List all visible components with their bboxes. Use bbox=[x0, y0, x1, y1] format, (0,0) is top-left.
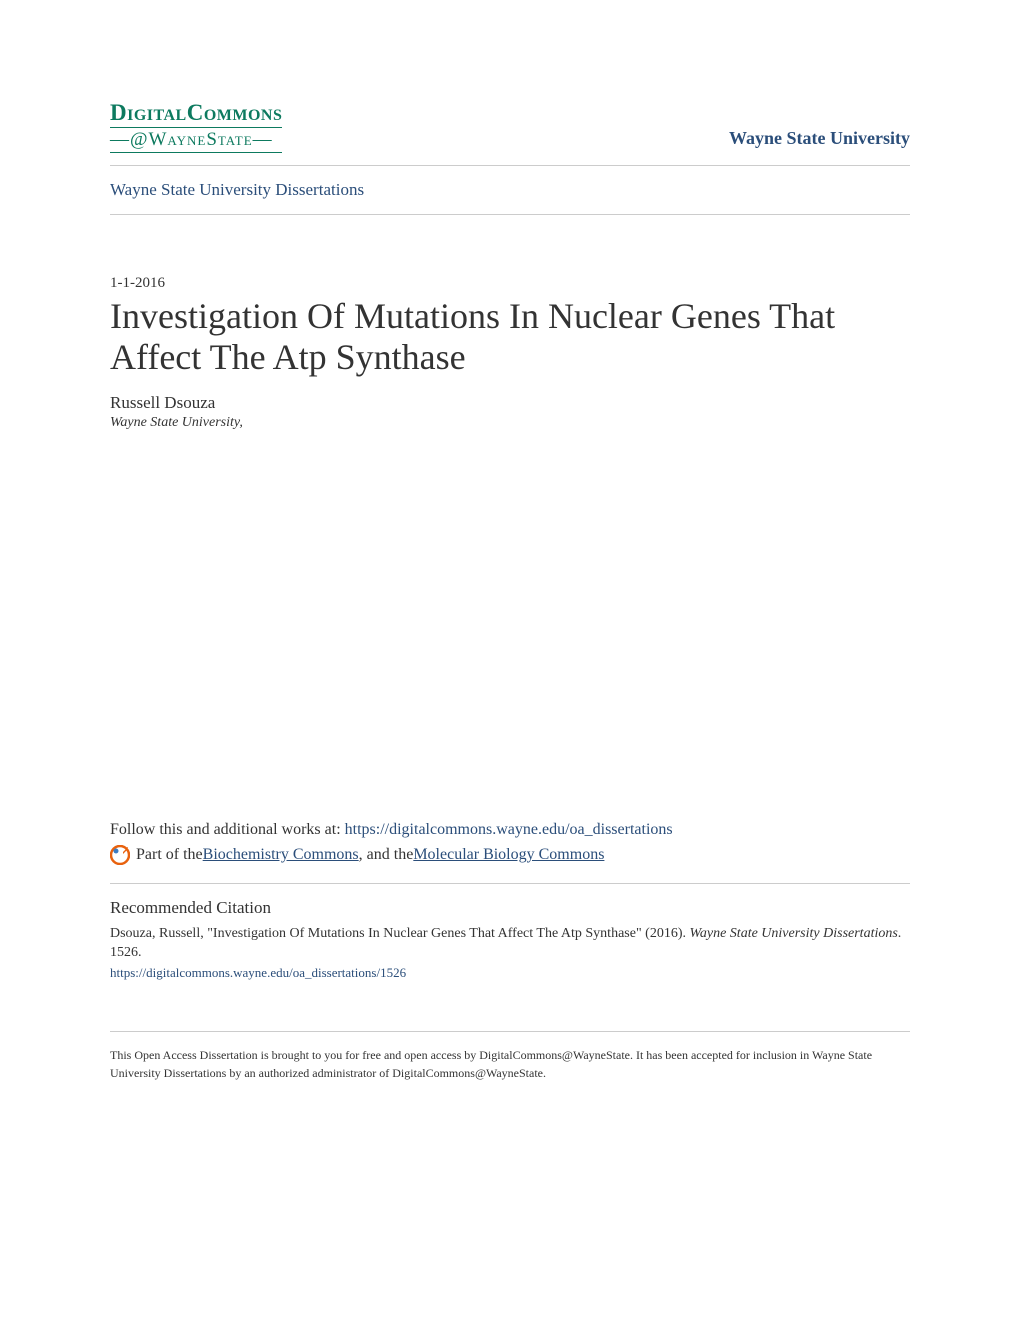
commons-link-biochemistry[interactable]: Biochemistry Commons bbox=[203, 846, 359, 864]
logo-text-line1: DigitalCommons bbox=[110, 100, 282, 126]
citation-source: Wayne State University Dissertations bbox=[690, 926, 898, 941]
citation-url-link[interactable]: https://digitalcommons.wayne.edu/oa_diss… bbox=[110, 965, 910, 981]
follow-section: Follow this and additional works at: htt… bbox=[110, 821, 910, 865]
footer: This Open Access Dissertation is brought… bbox=[110, 1031, 910, 1082]
partof-prefix: Part of the bbox=[136, 846, 203, 864]
logo-text-line2: —@WayneState— bbox=[110, 127, 282, 153]
citation-body: Dsouza, Russell, "Investigation Of Mutat… bbox=[110, 924, 910, 963]
document-metadata: 1-1-2016 Investigation Of Mutations In N… bbox=[110, 275, 910, 431]
collection-link[interactable]: Wayne State University Dissertations bbox=[110, 180, 364, 199]
partof-connector: , and the bbox=[359, 846, 414, 864]
author-name: Russell Dsouza bbox=[110, 393, 910, 413]
citation-heading: Recommended Citation bbox=[110, 898, 910, 918]
follow-prefix: Follow this and additional works at: bbox=[110, 821, 345, 838]
header: DigitalCommons —@WayneState— Wayne State… bbox=[110, 100, 910, 166]
publication-date: 1-1-2016 bbox=[110, 275, 910, 292]
document-title: Investigation Of Mutations In Nuclear Ge… bbox=[110, 296, 910, 379]
footer-disclaimer: This Open Access Dissertation is brought… bbox=[110, 1046, 910, 1082]
repository-url-link[interactable]: https://digitalcommons.wayne.edu/oa_diss… bbox=[345, 821, 673, 838]
follow-line: Follow this and additional works at: htt… bbox=[110, 821, 910, 839]
citation-section: Recommended Citation Dsouza, Russell, "I… bbox=[110, 883, 910, 981]
author-affiliation: Wayne State University, bbox=[110, 415, 910, 431]
citation-text-part1: Dsouza, Russell, "Investigation Of Mutat… bbox=[110, 926, 690, 941]
collection-bar: Wayne State University Dissertations bbox=[110, 166, 910, 215]
network-icon bbox=[110, 845, 130, 865]
repository-logo: DigitalCommons —@WayneState— bbox=[110, 100, 282, 153]
partof-line: Part of the Biochemistry Commons, and th… bbox=[110, 845, 910, 865]
commons-link-molecular-biology[interactable]: Molecular Biology Commons bbox=[413, 846, 604, 864]
university-link[interactable]: Wayne State University bbox=[729, 128, 910, 153]
